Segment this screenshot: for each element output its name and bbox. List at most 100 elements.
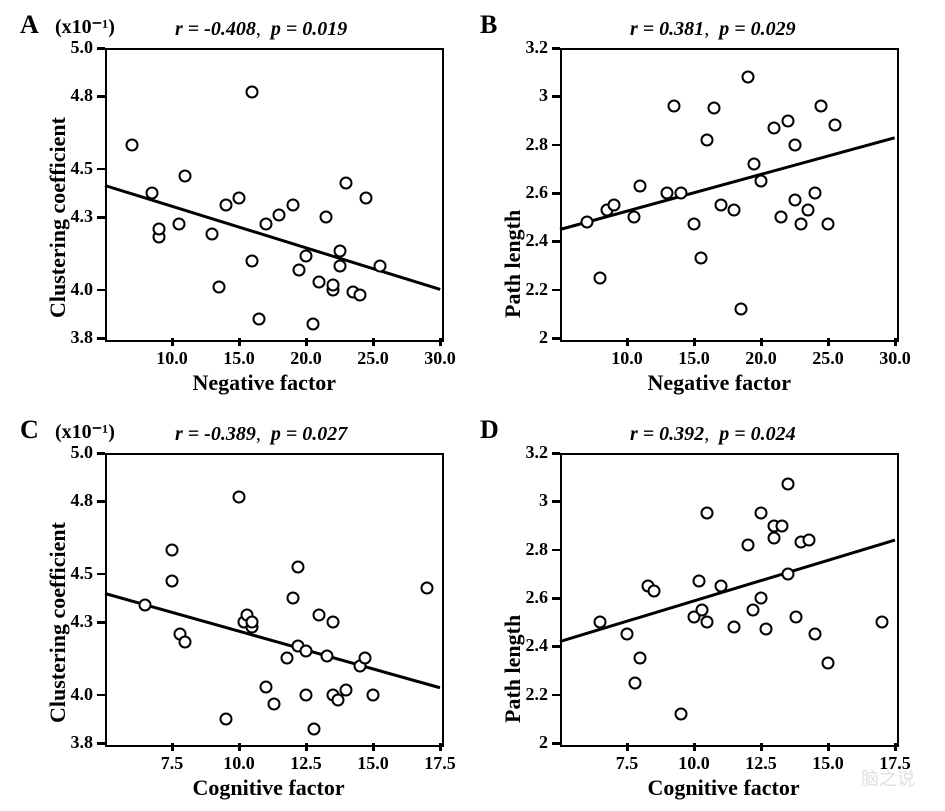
r-value: r = 0.381 bbox=[630, 18, 704, 40]
data-point bbox=[293, 264, 306, 277]
xtick-label: 20.0 bbox=[281, 348, 331, 369]
data-point bbox=[815, 100, 828, 113]
data-point bbox=[253, 312, 266, 325]
ytick bbox=[97, 216, 105, 219]
data-point bbox=[139, 599, 152, 612]
p-value: p = 0.024 bbox=[719, 423, 795, 445]
data-point bbox=[212, 281, 225, 294]
data-point bbox=[152, 223, 165, 236]
data-point bbox=[629, 676, 642, 689]
data-point bbox=[634, 179, 647, 192]
data-point bbox=[768, 121, 781, 134]
ytick-label: 2.8 bbox=[512, 539, 548, 560]
data-point bbox=[708, 102, 721, 115]
data-point bbox=[367, 688, 380, 701]
data-point bbox=[755, 174, 768, 187]
xtick-label: 7.5 bbox=[147, 753, 197, 774]
data-point bbox=[781, 114, 794, 127]
xtick-label: 7.5 bbox=[602, 753, 652, 774]
ytick bbox=[552, 289, 560, 292]
data-point bbox=[714, 579, 727, 592]
xtick bbox=[693, 338, 696, 346]
data-point bbox=[594, 616, 607, 629]
data-point bbox=[875, 616, 888, 629]
ytick bbox=[97, 168, 105, 171]
ytick bbox=[97, 95, 105, 98]
data-point bbox=[694, 252, 707, 265]
data-point bbox=[828, 119, 841, 132]
p-value: p = 0.029 bbox=[719, 18, 795, 40]
xtick-label: 12.5 bbox=[736, 753, 786, 774]
data-point bbox=[795, 218, 808, 231]
panel-label-b: B bbox=[480, 10, 497, 40]
xtick bbox=[827, 338, 830, 346]
stats-text-b: r = 0.381, p = 0.029 bbox=[630, 18, 796, 41]
data-point bbox=[776, 519, 789, 532]
data-point bbox=[219, 199, 232, 212]
data-point bbox=[291, 560, 304, 573]
xtick bbox=[626, 743, 629, 751]
xtick bbox=[894, 743, 897, 751]
xtick-label: 20.0 bbox=[736, 348, 786, 369]
ytick bbox=[97, 621, 105, 624]
data-point bbox=[688, 218, 701, 231]
data-point bbox=[755, 592, 768, 605]
xtick bbox=[305, 338, 308, 346]
ytick-label: 3.8 bbox=[57, 327, 93, 348]
plot-area-b bbox=[560, 48, 899, 342]
ytick-label: 5.0 bbox=[57, 442, 93, 463]
data-point bbox=[172, 218, 185, 231]
xtick bbox=[171, 743, 174, 751]
scale-note-a: (x10⁻¹) bbox=[55, 14, 115, 39]
data-point bbox=[300, 249, 313, 262]
data-point bbox=[741, 71, 754, 84]
data-point bbox=[313, 608, 326, 621]
data-point bbox=[219, 712, 232, 725]
data-point bbox=[326, 616, 339, 629]
data-point bbox=[822, 218, 835, 231]
data-point bbox=[714, 199, 727, 212]
data-point bbox=[420, 582, 433, 595]
data-point bbox=[667, 100, 680, 113]
stats-text-a: r = -0.408, p = 0.019 bbox=[175, 18, 347, 41]
data-point bbox=[788, 194, 801, 207]
data-point bbox=[267, 698, 280, 711]
data-point bbox=[728, 621, 741, 634]
data-point bbox=[145, 187, 158, 200]
stats-text-d: r = 0.392, p = 0.024 bbox=[630, 423, 796, 446]
data-point bbox=[166, 543, 179, 556]
data-point bbox=[808, 628, 821, 641]
r-value: r = 0.392 bbox=[630, 423, 704, 445]
ytick bbox=[97, 47, 105, 50]
ytick bbox=[552, 549, 560, 552]
ytick-label: 4.8 bbox=[57, 490, 93, 511]
xlabel-b: Negative factor bbox=[648, 370, 792, 396]
r-value: r = -0.389 bbox=[175, 423, 256, 445]
xtick bbox=[894, 338, 897, 346]
ytick bbox=[552, 337, 560, 340]
data-point bbox=[801, 203, 814, 216]
data-point bbox=[246, 616, 259, 629]
data-point bbox=[286, 199, 299, 212]
xtick bbox=[305, 743, 308, 751]
ytick-label: 3 bbox=[512, 85, 548, 106]
ytick bbox=[97, 573, 105, 576]
ytick bbox=[552, 192, 560, 195]
ytick-label: 3 bbox=[512, 490, 548, 511]
data-point bbox=[321, 650, 334, 663]
ytick-label: 3.2 bbox=[512, 37, 548, 58]
xtick bbox=[372, 338, 375, 346]
xtick bbox=[372, 743, 375, 751]
data-point bbox=[746, 604, 759, 617]
xtick bbox=[760, 743, 763, 751]
ytick-label: 2.6 bbox=[512, 182, 548, 203]
ytick bbox=[552, 597, 560, 600]
data-point bbox=[340, 683, 353, 696]
ytick bbox=[552, 452, 560, 455]
data-point bbox=[333, 245, 346, 258]
data-point bbox=[775, 211, 788, 224]
data-point bbox=[353, 288, 366, 301]
data-point bbox=[621, 628, 634, 641]
ytick bbox=[97, 742, 105, 745]
xtick-label: 12.5 bbox=[281, 753, 331, 774]
